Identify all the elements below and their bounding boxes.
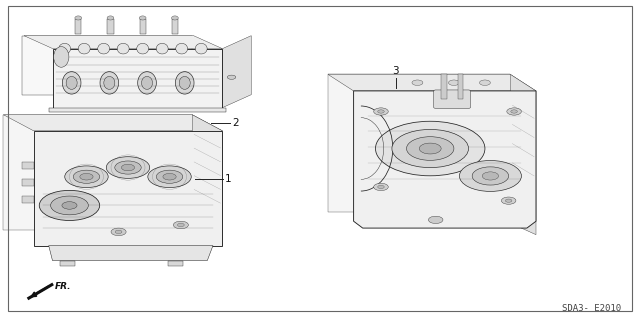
Bar [22,196,34,203]
Ellipse shape [156,43,168,54]
Circle shape [374,108,388,115]
Polygon shape [223,36,252,108]
Circle shape [115,161,141,174]
Circle shape [374,183,388,190]
Polygon shape [354,91,536,228]
Text: SDA3- E2010: SDA3- E2010 [562,304,621,313]
Circle shape [479,80,490,85]
Ellipse shape [62,72,81,94]
Bar [75,19,81,34]
Polygon shape [3,115,223,131]
Circle shape [378,110,384,113]
FancyBboxPatch shape [434,90,470,108]
Circle shape [227,75,236,79]
Polygon shape [34,131,223,246]
Circle shape [163,174,176,180]
Circle shape [51,196,88,215]
Ellipse shape [179,76,190,89]
Circle shape [460,160,522,191]
Text: 2: 2 [232,118,239,128]
Ellipse shape [75,16,82,20]
Circle shape [115,230,122,234]
Polygon shape [49,108,226,112]
Polygon shape [511,74,536,235]
Circle shape [156,170,183,183]
Ellipse shape [195,43,207,54]
Ellipse shape [172,16,179,20]
Circle shape [392,130,468,167]
Polygon shape [328,74,511,211]
Circle shape [406,137,454,160]
Circle shape [106,157,150,178]
Polygon shape [52,48,223,108]
Circle shape [62,202,77,209]
Circle shape [507,108,522,115]
Ellipse shape [78,43,90,54]
Polygon shape [3,115,192,230]
Bar [22,179,34,186]
Circle shape [148,166,191,188]
Circle shape [378,185,384,189]
Ellipse shape [138,72,156,94]
Circle shape [506,199,512,202]
Circle shape [80,174,93,180]
Ellipse shape [176,43,188,54]
Ellipse shape [175,72,194,94]
Polygon shape [328,74,536,91]
Text: FR.: FR. [54,282,71,291]
Bar [108,19,113,34]
Circle shape [449,80,460,85]
Circle shape [482,172,499,180]
Circle shape [428,216,443,224]
Ellipse shape [100,72,118,94]
Text: 1: 1 [225,174,231,184]
Bar [22,162,34,169]
Polygon shape [49,246,213,261]
Circle shape [65,166,108,188]
Bar [172,19,178,34]
Ellipse shape [140,16,146,20]
Circle shape [173,221,188,229]
Polygon shape [192,115,223,246]
Circle shape [501,197,516,204]
Circle shape [472,167,509,185]
Bar [140,19,146,34]
Bar [60,261,75,266]
Ellipse shape [98,43,109,54]
Bar [458,74,463,99]
Bar [441,74,447,99]
Ellipse shape [107,16,114,20]
Polygon shape [24,36,223,48]
Ellipse shape [137,43,148,54]
Circle shape [511,110,517,113]
Circle shape [177,223,184,227]
Circle shape [73,170,100,183]
Circle shape [111,228,126,236]
Ellipse shape [66,76,77,89]
Polygon shape [22,36,192,95]
Circle shape [419,143,441,154]
Ellipse shape [59,43,70,54]
Circle shape [39,190,100,220]
Ellipse shape [104,76,115,89]
Circle shape [122,164,134,171]
Circle shape [412,80,423,85]
Ellipse shape [117,43,129,54]
Ellipse shape [54,47,69,67]
Circle shape [376,121,485,176]
Bar [168,261,183,266]
Text: 3: 3 [392,66,399,76]
Ellipse shape [141,76,152,89]
